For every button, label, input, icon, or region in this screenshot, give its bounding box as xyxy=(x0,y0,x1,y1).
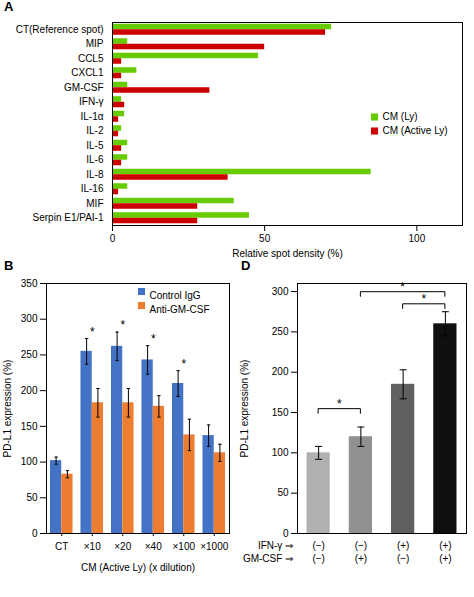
svg-text:(−): (−) xyxy=(312,540,325,551)
svg-text:50: 50 xyxy=(259,233,271,244)
svg-text:150: 150 xyxy=(21,421,38,432)
svg-text:(−): (−) xyxy=(355,540,368,551)
svg-text:*: * xyxy=(151,332,156,346)
svg-text:0: 0 xyxy=(283,528,289,539)
svg-text:×40: ×40 xyxy=(145,541,162,552)
svg-text:*: * xyxy=(90,325,95,339)
svg-text:CT: CT xyxy=(55,541,68,552)
svg-text:CM (Ly): CM (Ly) xyxy=(383,111,418,122)
svg-text:(+): (+) xyxy=(439,540,452,551)
svg-text:100: 100 xyxy=(409,233,426,244)
svg-text:250: 250 xyxy=(21,349,38,360)
svg-text:100: 100 xyxy=(21,456,38,467)
svg-text:*: * xyxy=(181,357,186,371)
svg-text:(−): (−) xyxy=(397,553,410,564)
svg-text:Control IgG: Control IgG xyxy=(150,290,201,301)
svg-text:×10: ×10 xyxy=(84,541,101,552)
svg-text:Relative spot density (%): Relative spot density (%) xyxy=(232,248,343,259)
svg-text:100: 100 xyxy=(272,447,289,458)
svg-text:CM (Active Ly): CM (Active Ly) xyxy=(383,125,448,136)
svg-text:*: * xyxy=(337,397,342,411)
html-text:A: A xyxy=(4,0,14,14)
svg-text:IFN-γ ⇒: IFN-γ ⇒ xyxy=(258,540,294,551)
svg-text:(−): (−) xyxy=(312,553,325,564)
svg-text:Serpin E1/PAI-1: Serpin E1/PAI-1 xyxy=(33,212,104,223)
html-text:B: B xyxy=(4,258,14,273)
svg-text:0: 0 xyxy=(110,233,116,244)
svg-text:CCL5: CCL5 xyxy=(78,53,104,64)
svg-text:*: * xyxy=(400,280,405,294)
svg-text:200: 200 xyxy=(21,385,38,396)
svg-text:150: 150 xyxy=(272,407,289,418)
svg-text:IL-6: IL-6 xyxy=(86,154,104,165)
svg-text:IL-5: IL-5 xyxy=(86,140,104,151)
svg-text:×20: ×20 xyxy=(114,541,131,552)
html-text:D: D xyxy=(241,258,251,273)
svg-text:CT(Reference spot): CT(Reference spot) xyxy=(16,24,104,35)
svg-text:(+): (+) xyxy=(397,540,410,551)
svg-text:MIF: MIF xyxy=(86,198,103,209)
svg-text:0: 0 xyxy=(32,528,38,539)
svg-text:PD-L1 expression (%): PD-L1 expression (%) xyxy=(239,360,250,458)
svg-text:250: 250 xyxy=(272,326,289,337)
svg-text:50: 50 xyxy=(26,492,38,503)
svg-text:50: 50 xyxy=(277,487,289,498)
svg-text:×1000: ×1000 xyxy=(200,541,229,552)
svg-text:PD-L1 expression (%): PD-L1 expression (%) xyxy=(2,360,13,458)
svg-text:×100: ×100 xyxy=(172,541,195,552)
svg-text:*: * xyxy=(120,318,125,332)
svg-text:350: 350 xyxy=(21,278,38,289)
svg-text:300: 300 xyxy=(272,286,289,297)
svg-text:IL-16: IL-16 xyxy=(81,183,104,194)
svg-text:Anti-GM-CSF: Anti-GM-CSF xyxy=(150,304,210,315)
svg-text:(+): (+) xyxy=(439,553,452,564)
svg-text:CXCL1: CXCL1 xyxy=(71,67,104,78)
svg-text:*: * xyxy=(421,292,426,306)
svg-text:300: 300 xyxy=(21,313,38,324)
svg-text:200: 200 xyxy=(272,366,289,377)
svg-text:IFN-γ: IFN-γ xyxy=(79,96,103,107)
svg-text:GM-CSF ⇒: GM-CSF ⇒ xyxy=(243,553,294,564)
svg-text:MIP: MIP xyxy=(86,38,104,49)
svg-text:IL-2: IL-2 xyxy=(86,125,104,136)
svg-text:IL-1α: IL-1α xyxy=(80,111,103,122)
svg-text:CM (Active Ly) (x dilution): CM (Active Ly) (x dilution) xyxy=(81,562,195,573)
svg-text:GM-CSF: GM-CSF xyxy=(64,82,103,93)
svg-text:IL-8: IL-8 xyxy=(86,169,104,180)
svg-text:(+): (+) xyxy=(355,553,368,564)
